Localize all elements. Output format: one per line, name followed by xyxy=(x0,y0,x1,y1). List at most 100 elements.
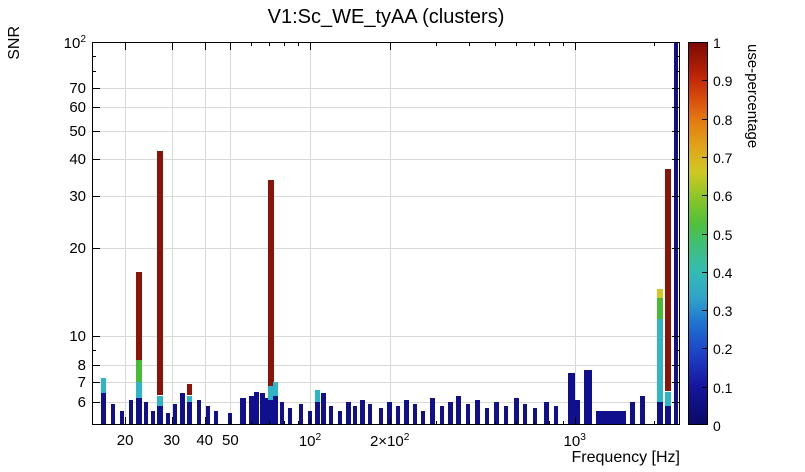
cluster-bar-segment xyxy=(413,403,418,425)
cluster-bar-segment xyxy=(439,406,444,425)
gridline-y xyxy=(92,159,680,161)
cluster-bar-segment xyxy=(248,395,254,425)
colorbar-tick xyxy=(702,271,708,273)
cluster-bar-segment xyxy=(240,397,247,425)
cluster-bar-segment xyxy=(657,401,663,425)
colorbar-tick-label: 0.7 xyxy=(713,149,733,166)
y-tick-label: 40 xyxy=(69,151,86,169)
colorbar-tick xyxy=(702,195,708,197)
colorbar-tick-label: 0.6 xyxy=(713,188,733,205)
y-tick-right xyxy=(672,195,680,197)
colorbar-title: use-percentage xyxy=(744,44,761,149)
cluster-bar-segment xyxy=(264,397,269,425)
gridline-x xyxy=(310,42,311,425)
cluster-bar-segment xyxy=(639,395,645,425)
y-tick-right xyxy=(672,130,680,132)
y-tick xyxy=(92,247,100,249)
gridline-x xyxy=(230,42,232,425)
cluster-bar-segment xyxy=(513,397,519,425)
y-tick-label: 8 xyxy=(77,356,86,374)
colorbar-tick xyxy=(702,233,708,235)
gridline-y xyxy=(92,247,680,249)
x-tick xyxy=(269,421,270,425)
cluster-bar-segment xyxy=(353,406,358,425)
x-tick-top xyxy=(574,42,576,50)
y-tick xyxy=(92,336,100,338)
x-tick-top xyxy=(251,42,253,46)
cluster-bar-segment xyxy=(135,382,142,398)
cluster-bar-segment xyxy=(387,401,393,425)
colorbar-tick xyxy=(702,424,708,425)
cluster-bar-segment xyxy=(165,412,170,425)
y-tick-label: 7 xyxy=(77,374,86,391)
x-tick xyxy=(516,421,517,425)
colorbar-tick-label: 0.5 xyxy=(713,226,733,243)
x-tick-label: 30 xyxy=(163,432,181,449)
x-tick-top xyxy=(389,42,391,50)
colorbar-tick-label: 0 xyxy=(713,418,721,434)
x-tick-label: 102 xyxy=(298,432,322,450)
cluster-bar-segment xyxy=(657,298,663,319)
cluster-bar-segment xyxy=(272,382,278,396)
cluster-bar-segment xyxy=(629,401,635,425)
x-tick-top xyxy=(549,42,550,46)
cluster-bar-segment xyxy=(259,393,265,425)
y-tick-right xyxy=(672,42,680,43)
x-tick-top xyxy=(533,42,535,46)
x-tick-label: 103 xyxy=(563,432,586,450)
x-tick-top xyxy=(469,42,471,46)
cluster-bar-segment xyxy=(338,410,343,425)
x-tick-label: 50 xyxy=(222,432,239,449)
x-tick-top xyxy=(269,42,270,46)
cluster-bar-segment xyxy=(543,401,549,425)
x-tick-label: 20 xyxy=(116,432,134,449)
x-tick xyxy=(495,421,496,425)
cluster-bar-segment xyxy=(448,401,454,425)
y-tick-right xyxy=(672,87,680,89)
x-tick xyxy=(654,421,656,425)
y-tick xyxy=(92,70,96,72)
x-tick-top xyxy=(284,42,286,46)
y-tick-right xyxy=(676,70,680,72)
x-axis-title: Frequency [Hz] xyxy=(571,449,680,466)
cluster-bar-segment xyxy=(100,393,106,425)
gridline-y xyxy=(92,382,680,383)
y-tick-right xyxy=(672,159,680,161)
cluster-bar-segment xyxy=(135,397,142,425)
x-tick xyxy=(251,421,253,425)
cluster-bar-segment xyxy=(346,401,352,425)
chart-title: V1:Sc_WE_tyAA (clusters) xyxy=(267,6,505,28)
cluster-bar-segment xyxy=(421,410,426,425)
y-tick xyxy=(92,159,100,161)
cluster-bar-segment xyxy=(465,403,470,425)
cluster-bar-segment xyxy=(186,383,192,396)
y-tick xyxy=(92,87,100,89)
y-tick-label: 60 xyxy=(69,99,86,117)
x-tick xyxy=(436,421,438,425)
x-tick-top xyxy=(654,42,656,46)
x-tick xyxy=(469,421,471,425)
y-tick xyxy=(92,130,100,132)
cluster-bar-segment xyxy=(205,406,210,425)
cluster-bar-segment xyxy=(533,408,538,425)
gridline-y xyxy=(92,336,680,338)
cluster-bar-segment xyxy=(320,393,326,425)
y-tick-right xyxy=(672,107,680,109)
x-tick-label: 2×102 xyxy=(369,432,410,450)
x-tick xyxy=(125,417,127,425)
y-tick xyxy=(92,107,100,109)
gridline-y xyxy=(92,107,680,109)
cluster-bar-segment xyxy=(595,410,626,425)
x-tick xyxy=(171,417,173,425)
gridline-x xyxy=(204,42,206,425)
cluster-bar-segment xyxy=(254,391,260,425)
gridline-x xyxy=(574,42,576,425)
x-tick-top xyxy=(204,42,206,50)
plot-frame xyxy=(92,42,680,425)
y-tick-label: 102 xyxy=(63,34,86,52)
gridline-x xyxy=(171,42,173,425)
cluster-bar-segment xyxy=(664,406,671,425)
x-tick-top xyxy=(562,42,564,46)
y-axis-title: SNR xyxy=(6,26,23,60)
